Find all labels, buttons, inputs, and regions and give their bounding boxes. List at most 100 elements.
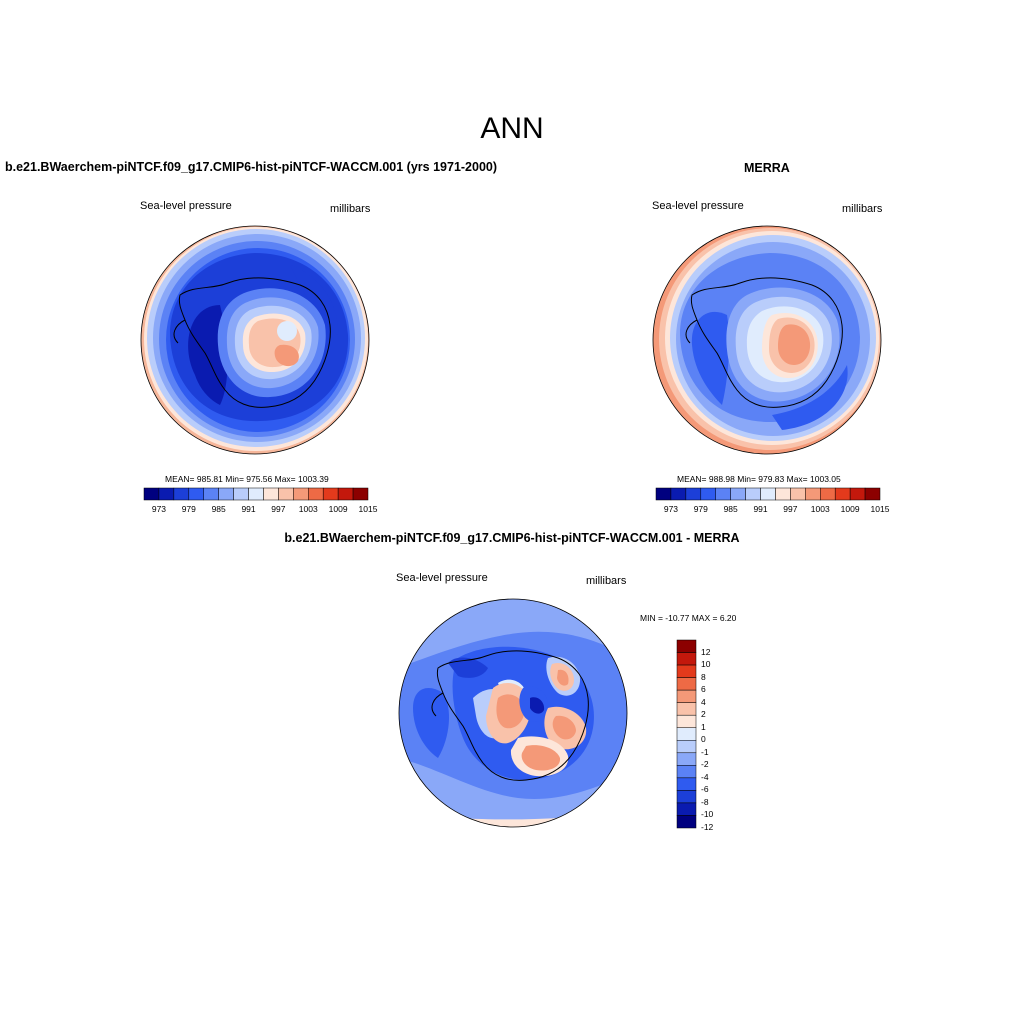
diff-polar-map [398,598,628,828]
colorbar-tick-label: 8 [701,671,706,682]
diff-stats: MIN = -10.77 MAX = 6.20 [640,613,737,623]
colorbar-swatch [676,677,697,691]
colorbar-tick-label: -6 [701,784,709,795]
model-units-label: millibars [330,203,371,215]
colorbar-tick-label: 1003 [298,504,318,514]
colorbar-tick-label: 1 [701,721,706,732]
colorbar-swatch [676,664,697,678]
colorbar-swatch [203,487,219,501]
colorbar-swatch [233,487,249,501]
obs-map-border [652,225,882,455]
obs-stats: MEAN= 988.98 Min= 979.83 Max= 1003.05 [677,474,841,484]
colorbar-tick-label: 0 [701,734,706,745]
model-antarctica-coastline [173,277,331,408]
colorbar-swatch [676,752,697,766]
colorbar-tick-label: 6 [701,684,706,695]
colorbar-tick-label: 991 [241,504,256,514]
colorbar-swatch [775,487,791,501]
colorbar-tick-label: 12 [701,646,711,657]
diff-units-label: millibars [586,575,627,587]
colorbar-swatch [790,487,806,501]
colorbar-tick-label: 10 [701,659,711,670]
diff-colorbar-ticks: 12 10 8 6 4 2 1 0 -1 -2 -4 -6 -8 -10 -12 [701,640,741,832]
model-map-border [140,225,370,455]
colorbar-tick-label: 1009 [328,504,348,514]
colorbar-tick-label: 997 [271,504,286,514]
colorbar-swatch [700,487,716,501]
obs-colorbar-ticks: 973 979 985 991 997 1003 1009 1015 [656,504,890,516]
colorbar-swatch [278,487,294,501]
colorbar-swatch [676,702,697,716]
colorbar-tick-label: 997 [783,504,798,514]
colorbar-swatch [337,487,354,501]
colorbar-swatch [864,487,881,501]
colorbar-swatch [715,487,731,501]
colorbar-swatch [293,487,309,501]
colorbar-tick-label: 979 [181,504,196,514]
colorbar-tick-label: 973 [663,504,679,514]
colorbar-swatch [676,740,697,754]
colorbar-tick-label: -8 [701,796,709,807]
diff-colorbar [676,639,697,829]
colorbar-tick-label: -2 [701,759,709,770]
colorbar-swatch [263,487,279,501]
colorbar-swatch [352,487,369,501]
model-colorbar-ticks: 973 979 985 991 997 1003 1009 1015 [144,504,378,516]
obs-colorbar [655,487,881,501]
colorbar-tick-label: 1009 [840,504,860,514]
colorbar-swatch [805,487,821,501]
obs-panel-title: MERRA [744,161,790,175]
colorbar-swatch [820,487,836,501]
colorbar-tick-label: -4 [701,771,709,782]
obs-polar-map [652,225,882,455]
colorbar-swatch [849,487,866,501]
colorbar-tick-label: 985 [211,504,226,514]
colorbar-swatch [670,487,687,501]
colorbar-swatch [676,790,697,804]
model-field-label: Sea-level pressure [140,200,232,212]
colorbar-swatch [676,727,697,741]
colorbar-tick-label: -12 [701,822,714,832]
colorbar-tick-label: 979 [693,504,708,514]
colorbar-tick-label: 4 [701,696,706,707]
colorbar-tick-label: 985 [723,504,738,514]
colorbar-swatch [308,487,324,501]
colorbar-swatch [676,639,697,653]
figure-title: ANN [480,112,544,145]
colorbar-swatch [676,802,697,816]
colorbar-swatch [834,487,851,501]
colorbar-swatch [158,487,175,501]
colorbar-tick-label: -1 [701,746,709,757]
colorbar-tick-label: 1015 [358,504,378,514]
colorbar-swatch [143,487,160,501]
colorbar-swatch [322,487,339,501]
diff-antarctica-coastline [431,650,589,781]
colorbar-swatch [676,815,697,829]
colorbar-tick-label: 991 [753,504,768,514]
diff-field-label: Sea-level pressure [396,572,488,584]
obs-field-label: Sea-level pressure [652,200,744,212]
model-pressure-field [141,226,369,454]
obs-antarctica-coastline [685,277,843,408]
colorbar-swatch [745,487,761,501]
colorbar-tick-label: 1003 [810,504,830,514]
colorbar-swatch [685,487,702,501]
colorbar-tick-label: 2 [701,709,706,720]
colorbar-tick-label: 973 [151,504,167,514]
diff-panel-title: b.e21.BWaerchem-piNTCF.f09_g17.CMIP6-his… [284,531,740,545]
colorbar-swatch [676,777,697,791]
colorbar-swatch [676,689,697,703]
model-colorbar [143,487,369,501]
diff-map-border [398,598,628,828]
obs-units-label: millibars [842,203,883,215]
colorbar-tick-label: -10 [701,809,714,820]
colorbar-swatch [676,652,697,666]
obs-pressure-field [653,226,881,454]
colorbar-swatch [188,487,204,501]
colorbar-swatch [173,487,190,501]
colorbar-swatch [655,487,672,501]
colorbar-swatch [676,765,697,779]
colorbar-swatch [248,487,264,501]
colorbar-tick-label: 1015 [870,504,890,514]
model-stats: MEAN= 985.81 Min= 975.56 Max= 1003.39 [165,474,329,484]
